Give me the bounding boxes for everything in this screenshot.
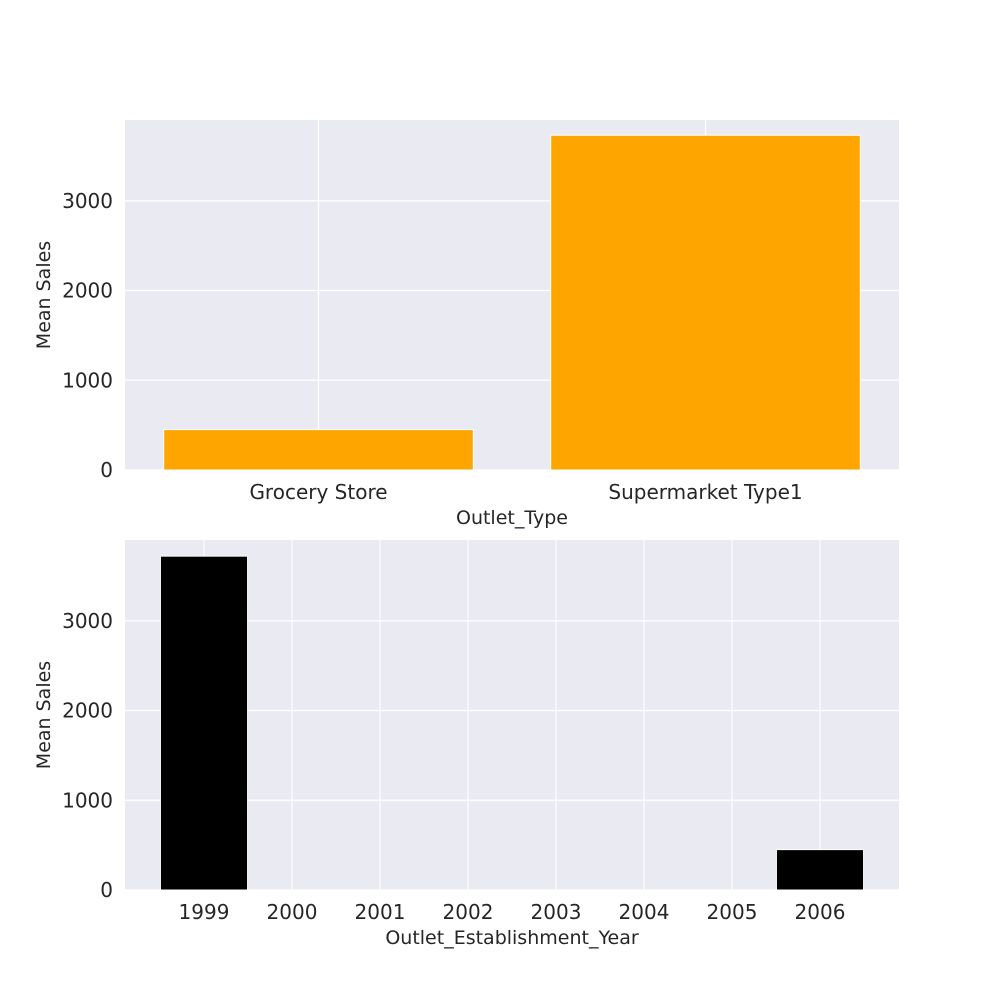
bar bbox=[163, 429, 474, 471]
y-tick-label: 1000 bbox=[62, 788, 113, 812]
y-axis-label: Mean Sales bbox=[33, 661, 55, 769]
x-tick-label: 2003 bbox=[531, 900, 582, 924]
x-tick-label: 2006 bbox=[795, 900, 846, 924]
y-tick-label: 0 bbox=[100, 458, 113, 482]
x-tick-label: 1999 bbox=[179, 900, 230, 924]
y-axis-label: Mean Sales bbox=[33, 241, 55, 349]
bar bbox=[775, 849, 865, 891]
chart-outlet-type: 0 1000 2000 3000 Grocery Store Supermarket Ty… bbox=[33, 120, 899, 529]
bar bbox=[550, 134, 861, 471]
x-tick-label: 2004 bbox=[619, 900, 670, 924]
y-tick-label: 3000 bbox=[62, 609, 113, 633]
y-tick-label: 2000 bbox=[62, 279, 113, 303]
plot-area bbox=[125, 540, 899, 890]
x-tick-label: 2002 bbox=[443, 900, 494, 924]
bar bbox=[159, 555, 249, 891]
x-axis-label: Outlet_Type bbox=[456, 507, 568, 529]
x-tick-label: 2005 bbox=[707, 900, 758, 924]
y-tick-label: 2000 bbox=[62, 699, 113, 723]
x-axis-label: Outlet_Establishment_Year bbox=[385, 927, 639, 949]
chart-establishment-year: 0 1000 2000 3000 1999 2000 2001 2002 2003 2004 200… bbox=[33, 540, 899, 949]
x-tick-label: 2000 bbox=[267, 900, 318, 924]
y-tick-label: 1000 bbox=[62, 368, 113, 392]
y-tick-label: 0 bbox=[100, 878, 113, 902]
x-tick-label: Supermarket Type1 bbox=[608, 480, 802, 504]
y-tick-label: 3000 bbox=[62, 189, 113, 213]
x-tick-label: 2001 bbox=[355, 900, 406, 924]
x-tick-label: Grocery Store bbox=[249, 480, 387, 504]
